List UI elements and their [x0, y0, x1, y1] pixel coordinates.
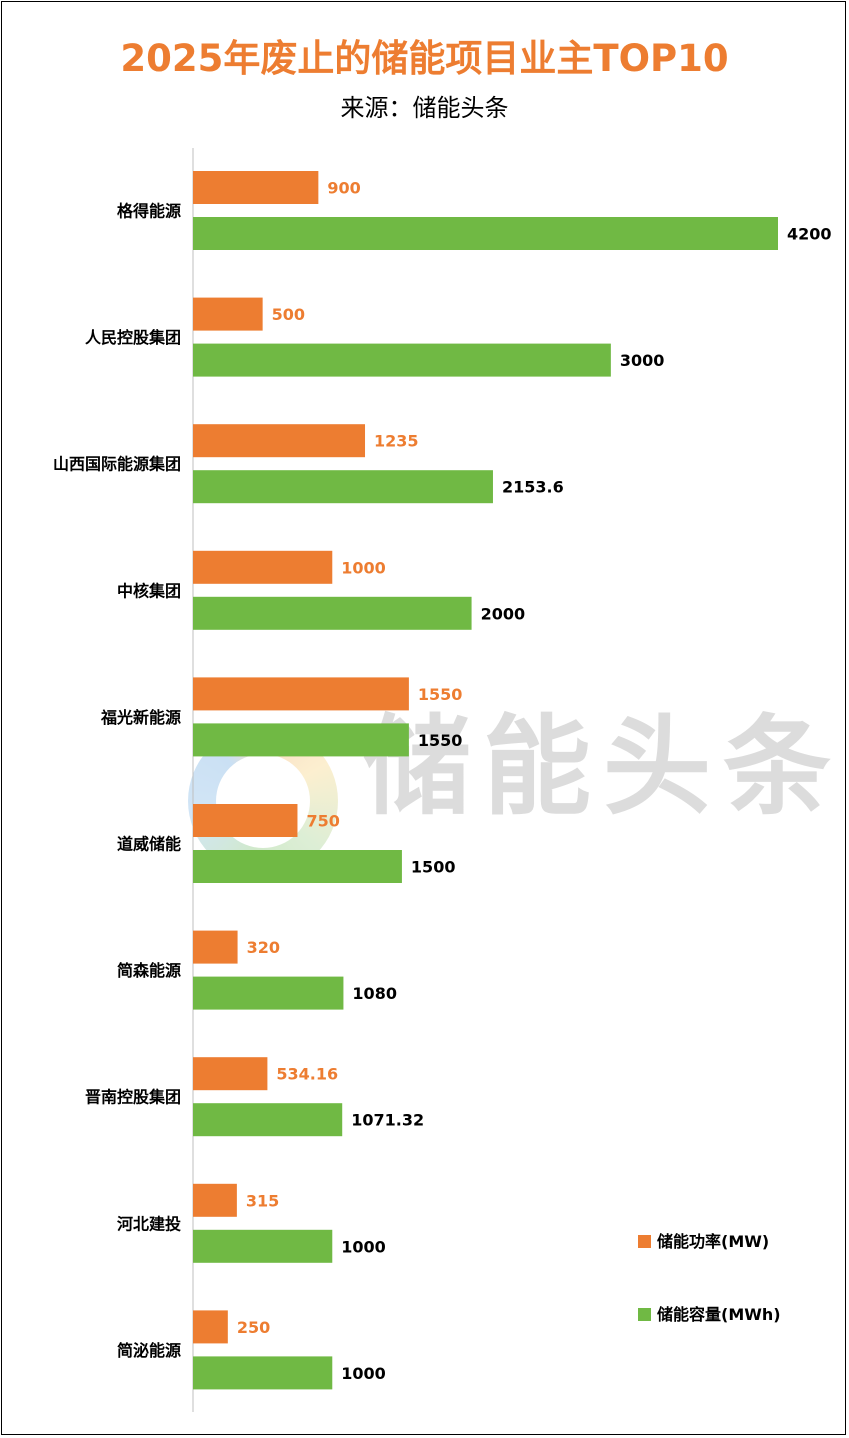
bar-capacity: [193, 1229, 333, 1263]
chart-title: 2025年废止的储能项目业主TOP10: [120, 37, 729, 80]
category-label: 福光新能源: [100, 708, 181, 727]
data-label-capacity: 1000: [341, 1237, 386, 1256]
bar-power: [193, 804, 298, 837]
bar-capacity: [193, 723, 409, 757]
data-label-power: 1550: [418, 685, 463, 704]
bar-capacity: [193, 1356, 333, 1390]
data-label-power: 250: [237, 1318, 270, 1337]
chart-subtitle: 来源：储能头条: [340, 94, 509, 122]
category-label: 晋南控股集团: [85, 1088, 181, 1107]
category-label: 简森能源: [117, 961, 181, 980]
category-label: 河北建投: [117, 1214, 181, 1233]
data-label-power: 1000: [341, 558, 386, 577]
data-label-capacity: 1000: [341, 1364, 386, 1383]
bar-power: [193, 171, 319, 204]
bar-power: [193, 677, 409, 711]
bar-capacity: [193, 470, 493, 504]
category-label: 中核集团: [117, 581, 181, 600]
category-label: 道威储能: [117, 835, 181, 854]
bar-capacity: [193, 596, 472, 630]
data-label-capacity: 1550: [418, 731, 463, 750]
bar-power: [193, 297, 263, 331]
category-label: 人民控股集团: [85, 328, 181, 347]
data-label-power: 500: [272, 305, 305, 324]
bar-power: [193, 1057, 268, 1091]
data-label-power: 534.16: [276, 1065, 338, 1084]
data-label-capacity: 2000: [481, 604, 526, 623]
legend-swatch-power: [638, 1235, 651, 1248]
bar-capacity: [193, 217, 778, 250]
data-label-capacity: 1080: [352, 984, 397, 1003]
bar-power: [193, 1183, 237, 1217]
data-label-capacity: 1500: [411, 858, 456, 877]
bar-capacity: [193, 976, 344, 1010]
bar-power: [193, 930, 238, 964]
data-label-capacity: 4200: [787, 225, 832, 244]
category-label: 简泌能源: [117, 1341, 181, 1360]
bar-capacity: [193, 850, 402, 883]
data-label-power: 1235: [374, 432, 419, 451]
bar-power: [193, 424, 366, 458]
bar-capacity: [193, 1103, 343, 1137]
data-label-power: 750: [306, 812, 339, 831]
legend-label-capacity: 储能容量(MWh): [657, 1305, 781, 1324]
legend-label-power: 储能功率(MW): [657, 1232, 770, 1251]
category-label: 山西国际能源集团: [53, 455, 181, 474]
data-label-capacity: 1071.32: [351, 1111, 424, 1130]
bar-power: [193, 1310, 228, 1344]
legend-swatch-capacity: [638, 1308, 651, 1321]
legend-entry-capacity: 储能容量(MWh): [638, 1301, 781, 1325]
bar-power: [193, 550, 333, 584]
data-label-power: 315: [246, 1191, 279, 1210]
data-label-power: 900: [327, 179, 360, 198]
category-label: 格得能源: [117, 202, 181, 221]
bar-capacity: [193, 343, 611, 377]
data-label-capacity: 2153.6: [502, 478, 564, 497]
legend-entry-power: 储能功率(MW): [638, 1228, 769, 1252]
data-label-power: 320: [247, 938, 280, 957]
data-label-capacity: 3000: [620, 351, 665, 370]
